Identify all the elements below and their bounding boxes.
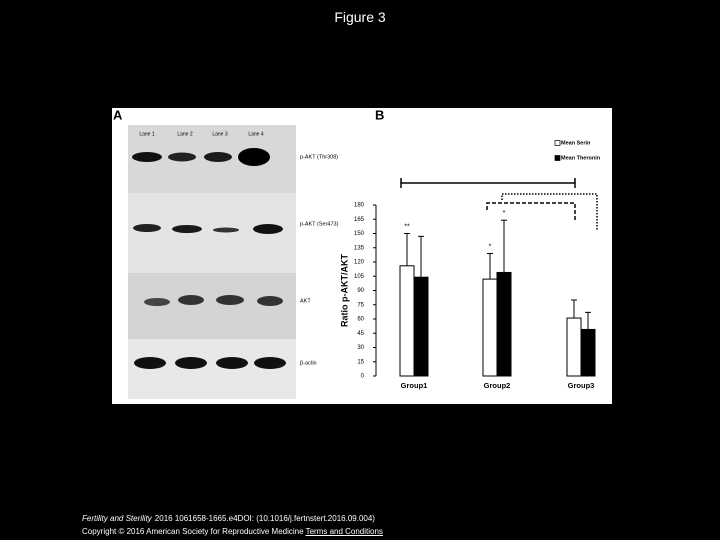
y-tick-label: 60	[357, 317, 364, 323]
legend-label: Mean Theronin	[561, 155, 601, 161]
legend-swatch	[554, 155, 561, 161]
panel-label: B	[375, 107, 384, 122]
y-tick-label: 90	[357, 288, 364, 294]
citation: 2016 1061658-1665.e4DOI: (10.1016/j.fert…	[154, 514, 375, 523]
significance-mark: *	[503, 210, 506, 217]
significance-mark: *	[489, 243, 492, 250]
y-tick-label: 15	[357, 359, 364, 365]
y-tick-label: 150	[354, 231, 365, 237]
y-tick-label: 135	[354, 245, 365, 251]
lane-label: Lane 4	[248, 131, 264, 137]
significance-mark: **	[404, 223, 410, 230]
bar	[482, 278, 498, 377]
bar	[413, 276, 429, 377]
terms-link[interactable]: Terms and Conditions	[305, 527, 383, 536]
y-tick-label: 105	[354, 274, 365, 280]
y-tick-label: 180	[354, 203, 365, 209]
band-label: AKT	[300, 298, 311, 304]
y-tick-label: 120	[354, 260, 365, 266]
panel-label: A	[113, 107, 123, 122]
y-tick-label: 165	[354, 217, 365, 223]
bar	[399, 265, 415, 377]
bar	[566, 317, 582, 377]
bar	[580, 328, 596, 377]
lane-label: Lane 2	[177, 131, 193, 137]
y-tick-label: 45	[357, 331, 364, 337]
band-label: p-AKT (Ser473)	[300, 221, 339, 227]
y-axis-title: Ratio p-AKT/AKT	[339, 254, 349, 327]
x-tick-label: Group3	[568, 381, 595, 390]
lane-label: Lane 1	[139, 131, 155, 137]
copyright: Copyright © 2016 American Society for Re…	[82, 527, 304, 536]
comparison-brackets	[400, 178, 598, 230]
footer: Fertility and Sterility 2016 1061658-1665…	[82, 512, 383, 538]
bar	[496, 271, 512, 377]
blot	[128, 125, 296, 399]
band-label: β-actin	[300, 360, 317, 366]
x-tick-label: Group1	[401, 381, 428, 390]
band-label: p-AKT (Thr308)	[300, 154, 338, 160]
journal: Fertility and Sterility	[82, 514, 152, 523]
legend-label: Mean Serin	[561, 140, 591, 146]
slide-title: Figure 3	[334, 9, 386, 25]
y-tick-label: 75	[357, 302, 364, 308]
legend-swatch	[554, 140, 561, 146]
y-tick-label: 0	[361, 374, 365, 380]
lane-label: Lane 3	[212, 131, 228, 137]
y-tick-label: 30	[357, 345, 364, 351]
x-tick-label: Group2	[484, 381, 511, 390]
